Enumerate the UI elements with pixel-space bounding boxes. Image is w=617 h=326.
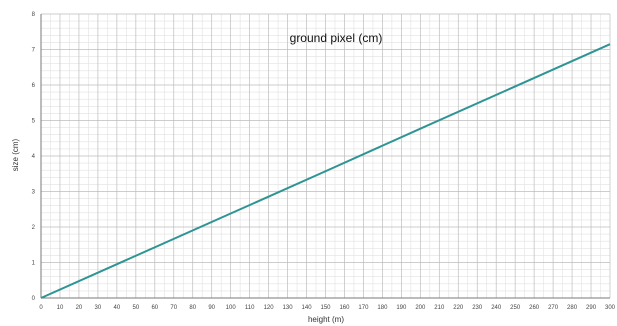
x-tick-label: 90 — [208, 305, 215, 311]
y-axis-label: size (cm) — [11, 138, 20, 171]
x-tick-label: 180 — [377, 305, 388, 311]
y-tick-label: 0 — [32, 296, 36, 302]
y-tick-label: 8 — [32, 12, 36, 18]
y-tick-label: 7 — [32, 48, 36, 54]
y-tick-label: 4 — [32, 154, 36, 160]
axes — [40, 14, 610, 299]
x-tick-label: 50 — [132, 305, 139, 311]
series-line — [40, 43, 611, 299]
x-tick-label: 270 — [548, 305, 559, 311]
x-tick-label: 260 — [529, 305, 540, 311]
chart-title: ground pixel (cm) — [290, 31, 383, 45]
y-tick-labels: 0 1 2 3 4 5 6 7 8 — [32, 12, 36, 302]
x-tick-label: 250 — [510, 305, 521, 311]
x-tick-label: 140 — [302, 305, 313, 311]
x-tick-label: 40 — [114, 305, 121, 311]
x-tick-label: 280 — [567, 305, 578, 311]
x-tick-label: 80 — [189, 305, 196, 311]
series-layer — [40, 43, 611, 299]
x-tick-label: 160 — [339, 305, 350, 311]
x-tick-label: 130 — [283, 305, 294, 311]
x-tick-label: 290 — [586, 305, 597, 311]
y-tick-label: 5 — [32, 119, 36, 125]
x-tick-label: 200 — [415, 305, 426, 311]
y-tick-label: 2 — [32, 225, 36, 231]
x-tick-label: 220 — [453, 305, 464, 311]
y-tick-label: 6 — [32, 83, 36, 89]
x-tick-label: 100 — [226, 305, 237, 311]
x-axis-label: height (m) — [308, 315, 344, 324]
x-tick-label: 150 — [320, 305, 331, 311]
y-tick-label: 1 — [32, 261, 36, 267]
x-tick-label: 70 — [170, 305, 177, 311]
x-tick-labels: 0 10 20 30 40 50 60 70 80 90 100 110 120 130 140 150 160… — [39, 305, 615, 311]
x-tick-label: 120 — [264, 305, 275, 311]
x-tick-label: 0 — [39, 305, 43, 311]
x-tick-label: 300 — [605, 305, 616, 311]
x-tick-label: 60 — [151, 305, 158, 311]
major-grid — [40, 13, 611, 299]
x-tick-label: 110 — [245, 305, 255, 311]
x-tick-label: 30 — [95, 305, 102, 311]
x-tick-label: 240 — [491, 305, 502, 311]
x-tick-label: 170 — [358, 305, 369, 311]
y-tick-label: 3 — [32, 190, 36, 196]
x-tick-label: 20 — [76, 305, 83, 311]
x-tick-label: 230 — [472, 305, 483, 311]
x-tick-label: 190 — [396, 305, 407, 311]
x-tick-label: 10 — [57, 305, 64, 311]
x-tick-label: 210 — [434, 305, 445, 311]
